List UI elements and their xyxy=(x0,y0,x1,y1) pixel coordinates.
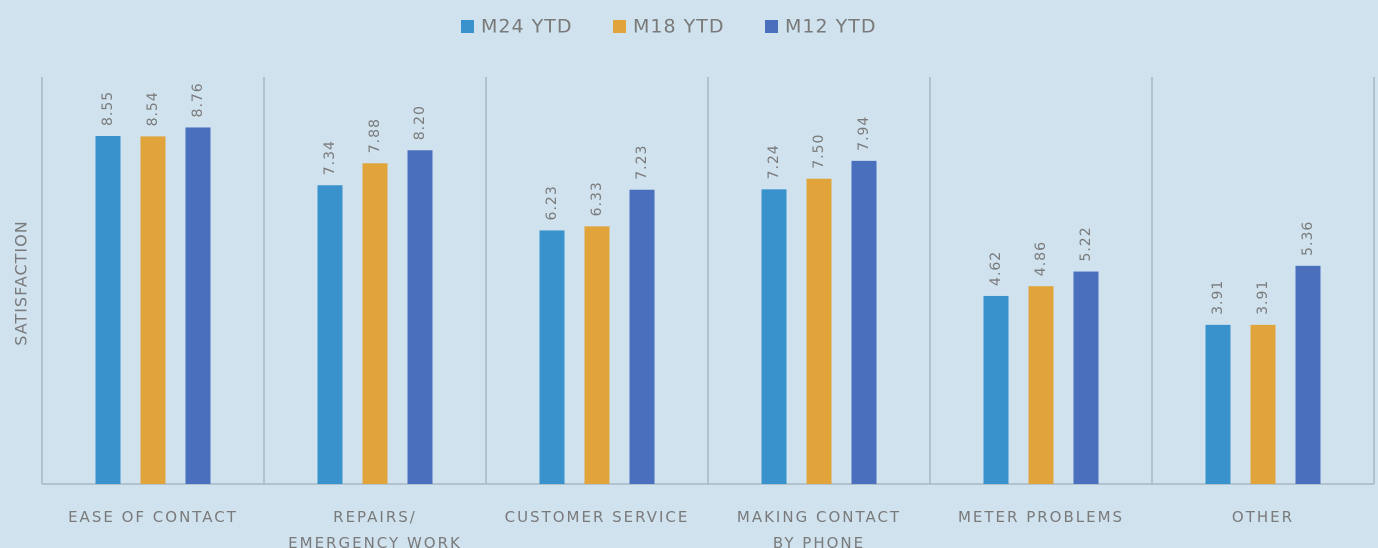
bar xyxy=(761,189,787,484)
x-tick-label: METER PROBLEMS xyxy=(957,508,1125,526)
data-label: 4.86 xyxy=(1033,241,1049,276)
data-label: 7.23 xyxy=(634,145,650,180)
bar xyxy=(851,160,877,485)
data-label: 7.34 xyxy=(322,140,338,175)
bar xyxy=(629,189,655,484)
bar xyxy=(317,185,343,484)
data-label: 3.91 xyxy=(1255,280,1271,315)
data-label: 8.54 xyxy=(145,91,161,126)
data-label: 7.94 xyxy=(856,116,872,151)
legend-swatch xyxy=(765,20,778,33)
data-label: 8.55 xyxy=(100,91,116,126)
x-tick-label: REPAIRS/ EMERGENCY WORK xyxy=(288,508,462,548)
data-label: 8.20 xyxy=(412,105,428,140)
legend-swatch xyxy=(613,20,626,33)
data-label: 5.22 xyxy=(1078,226,1094,261)
bar xyxy=(983,295,1009,484)
bar xyxy=(1205,324,1231,484)
data-label: 7.50 xyxy=(811,134,827,169)
legend-label: M18 YTD xyxy=(633,16,724,38)
data-label: 4.62 xyxy=(988,251,1004,286)
x-tick-label: MAKING CONTACT BY PHONE xyxy=(736,508,902,548)
bar xyxy=(1250,324,1276,484)
bar xyxy=(140,136,166,484)
data-label: 6.33 xyxy=(589,181,605,216)
legend-swatch xyxy=(461,20,474,33)
legend-label: M24 YTD xyxy=(481,16,572,38)
data-label: 5.36 xyxy=(1300,221,1316,256)
bar xyxy=(806,178,832,484)
bar xyxy=(185,127,211,484)
legend-label: M12 YTD xyxy=(785,16,876,38)
bar xyxy=(1295,265,1321,484)
bar xyxy=(407,150,433,484)
bar xyxy=(584,226,610,484)
y-axis-label: SATISFACTION xyxy=(12,220,31,345)
bar xyxy=(1028,286,1054,484)
x-tick-label: EASE OF CONTACT xyxy=(68,508,238,526)
bar xyxy=(95,136,121,484)
data-label: 6.23 xyxy=(544,185,560,220)
x-tick-label: OTHER xyxy=(1231,508,1295,526)
data-label: 3.91 xyxy=(1210,280,1226,315)
data-label: 8.76 xyxy=(190,82,206,117)
x-tick-label: CUSTOMER SERVICE xyxy=(504,508,690,526)
data-label: 7.24 xyxy=(766,144,782,179)
data-label: 7.88 xyxy=(367,118,383,153)
bar xyxy=(1073,271,1099,484)
bar xyxy=(539,230,565,484)
bar xyxy=(362,163,388,484)
